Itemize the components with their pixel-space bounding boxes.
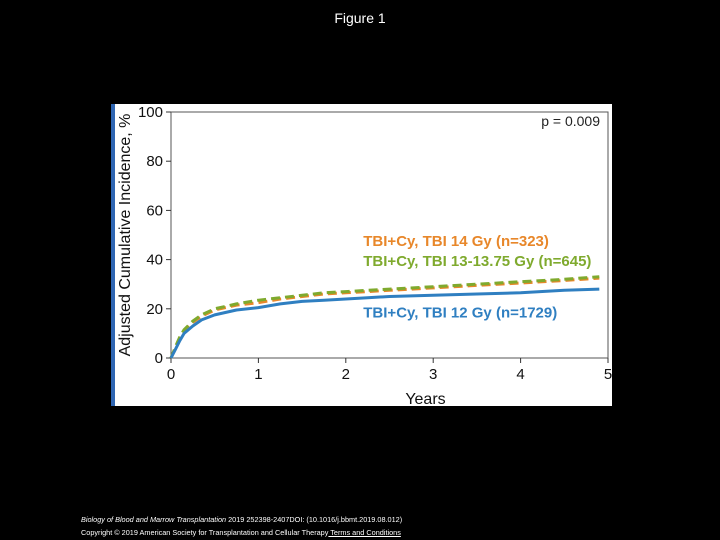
copyright-text: Copyright © 2019 American Society for Tr… <box>81 528 329 537</box>
legend-label-1: TBI+Cy, TBI 14 Gy (n=323) <box>363 233 549 250</box>
x-tick-label: 0 <box>167 366 175 383</box>
citation-text: 2019 252398-2407DOI: (10.1016/j.bbmt.201… <box>226 515 403 524</box>
y-axis-label: Adjusted Cumulative Incidence, % <box>117 114 134 357</box>
x-tick-label: 3 <box>429 366 437 383</box>
y-tick-label: 20 <box>146 301 163 318</box>
x-tick-label: 4 <box>516 366 524 383</box>
series-line-3 <box>169 287 600 359</box>
frame-edge <box>111 104 115 406</box>
figure-panel: 0 20 40 60 80 100 0 1 2 3 4 5 Years Adjusted Cumulati… <box>111 104 612 406</box>
legend-label-3: TBI+Cy, TBI 12 Gy (n=1729) <box>363 304 557 321</box>
copyright-line: Copyright © 2019 American Society for Tr… <box>81 526 701 539</box>
y-tick-label: 100 <box>138 104 163 121</box>
citation-footer: Biology of Blood and Marrow Transplantat… <box>81 513 701 539</box>
x-tick-label: 1 <box>254 366 262 383</box>
x-tick-label: 2 <box>342 366 350 383</box>
legend-label-2: TBI+Cy, TBI 13-13.75 Gy (n=645) <box>363 253 591 270</box>
terms-link[interactable]: Terms and Conditions <box>328 528 401 537</box>
journal-name: Biology of Blood and Marrow Transplantat… <box>81 515 227 524</box>
y-tick-label: 40 <box>146 252 163 269</box>
series-line-2 <box>169 275 600 359</box>
p-value-annotation: p = 0.009 <box>541 113 600 129</box>
y-tick-label: 80 <box>146 153 163 170</box>
y-tick-label: 0 <box>155 350 163 367</box>
y-tick-label: 60 <box>146 202 163 219</box>
x-tick-label: 5 <box>604 366 612 383</box>
cumulative-incidence-chart: 0 20 40 60 80 100 0 1 2 3 4 5 Years Adjusted Cumulati… <box>111 104 612 406</box>
citation-line: Biology of Blood and Marrow Transplantat… <box>81 513 701 526</box>
x-axis-label: Years <box>405 391 445 406</box>
slide-title: Figure 1 <box>334 10 386 26</box>
plot-border <box>170 111 609 359</box>
